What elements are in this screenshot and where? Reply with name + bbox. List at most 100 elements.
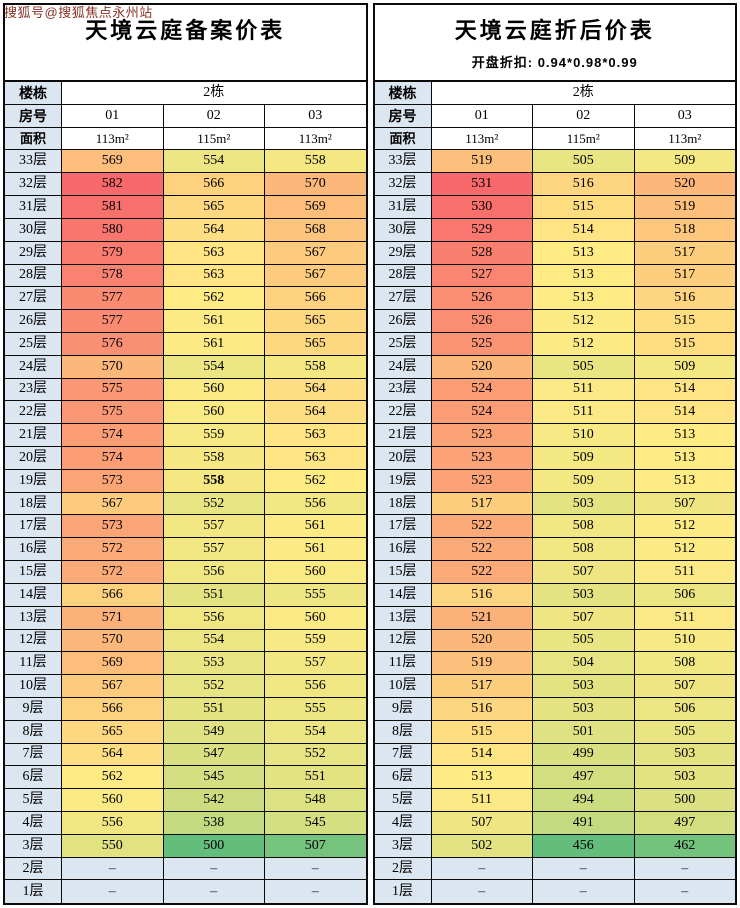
floor-row: 32层 582 566 570: [5, 173, 366, 197]
price-table-listed: 天境云庭备案价表 楼栋 2栋 房号 01 02 03 面积 113m² 115m…: [3, 3, 368, 905]
price-cell: 564: [62, 743, 164, 767]
floor-row: 4层 507 491 497: [374, 812, 735, 835]
floor-row: 26层 526 512 515: [374, 310, 735, 333]
price-cell: 503: [634, 743, 735, 767]
floor-row: 27层 526 513 516: [374, 287, 735, 311]
floor-label: 12层: [5, 629, 62, 653]
table-subtitle: 开盘折扣: 0.94*0.98*0.99: [471, 55, 638, 70]
price-cell: 521: [431, 606, 533, 630]
floor-row: 2层 – – –: [5, 857, 366, 881]
price-cell: 511: [431, 789, 533, 812]
floor-row: 19层 523 509 513: [374, 469, 735, 493]
room-cell: 02: [163, 104, 265, 128]
area-cell: 113m²: [62, 127, 164, 151]
floor-row: 24层 570 554 558: [5, 355, 366, 379]
area-row: 面积 113m² 115m² 113m²: [5, 127, 366, 151]
price-cell: 522: [431, 561, 533, 584]
price-cell: 504: [533, 652, 635, 676]
floor-label: 32层: [374, 173, 432, 197]
price-cell: 558: [163, 469, 265, 493]
room-label-cell: 房号: [374, 104, 432, 128]
floor-row: 15层 522 507 511: [374, 561, 735, 584]
price-cell: 507: [431, 812, 533, 835]
price-cell: 556: [265, 675, 366, 698]
floor-row: 27层 577 562 566: [5, 287, 366, 311]
price-cell: 526: [431, 310, 533, 333]
price-cell: 517: [634, 264, 735, 288]
floor-rows: 33层 569 554 558 32层 582 566 570 31层 581 565 569 30层 5…: [5, 150, 366, 903]
floor-label: 14层: [374, 583, 432, 607]
price-cell: 503: [533, 583, 635, 607]
watermark-text: 搜狐号@搜狐焦点永州站: [4, 5, 153, 20]
floor-row: 5层 511 494 500: [374, 789, 735, 812]
floor-label: 6层: [5, 766, 62, 790]
price-cell: 513: [533, 287, 635, 311]
floor-row: 9层 566 551 555: [5, 697, 366, 721]
price-cell: 511: [634, 561, 735, 584]
floor-label: 25层: [374, 332, 432, 356]
price-cell: 507: [533, 561, 635, 584]
price-cell: 509: [533, 469, 635, 493]
price-cell: 575: [62, 378, 164, 402]
price-cell: 565: [62, 720, 164, 744]
floor-label: 33层: [5, 150, 62, 174]
area-cell: 115m²: [533, 127, 635, 151]
floor-row: 15层 572 556 560: [5, 561, 366, 584]
price-cell: 500: [634, 789, 735, 812]
price-cell: –: [533, 880, 635, 903]
price-cell: 548: [265, 789, 366, 812]
price-cell: 528: [431, 241, 533, 265]
floor-label: 21层: [5, 424, 62, 447]
price-cell: 517: [431, 675, 533, 698]
price-cell: 551: [163, 583, 265, 607]
price-cell: 563: [265, 424, 366, 447]
price-cell: 576: [62, 332, 164, 356]
table-grid: 楼栋 2栋 房号 01 02 03 面积 113m² 115m² 113m² 3…: [374, 82, 735, 903]
price-cell: 581: [62, 196, 164, 219]
price-cell: 514: [533, 218, 635, 242]
price-cell: –: [163, 857, 265, 881]
price-cell: 524: [431, 378, 533, 402]
price-cell: 538: [163, 812, 265, 835]
price-table-discounted: 天境云庭折后价表 开盘折扣: 0.94*0.98*0.99 楼栋 2栋 房号 0…: [372, 3, 737, 905]
building-label-cell: 楼栋: [5, 82, 62, 105]
price-cell: 506: [634, 583, 735, 607]
price-cell: 549: [163, 720, 265, 744]
price-cell: 580: [62, 218, 164, 242]
area-cell: 113m²: [431, 127, 533, 151]
price-cell: 523: [431, 424, 533, 447]
floor-row: 24层 520 505 509: [374, 355, 735, 379]
floor-row: 23层 524 511 514: [374, 378, 735, 402]
floor-label: 5层: [374, 789, 432, 812]
price-cell: 506: [634, 697, 735, 721]
floor-label: 8层: [374, 720, 432, 744]
price-cell: 514: [634, 378, 735, 402]
price-cell: 551: [163, 697, 265, 721]
price-cell: 497: [533, 766, 635, 790]
floor-label: 27层: [5, 287, 62, 311]
price-cell: 503: [634, 766, 735, 790]
price-cell: 570: [62, 629, 164, 653]
floor-row: 10层 517 503 507: [374, 675, 735, 698]
room-label-cell: 房号: [5, 104, 62, 128]
price-cell: 517: [634, 241, 735, 265]
price-cell: 564: [265, 378, 366, 402]
floor-row: 9层 516 503 506: [374, 697, 735, 721]
price-cell: 578: [62, 264, 164, 288]
floor-row: 25层 525 512 515: [374, 332, 735, 356]
floor-label: 2层: [5, 857, 62, 881]
floor-label: 13层: [5, 606, 62, 630]
room-row: 房号 01 02 03: [5, 104, 366, 128]
room-cell: 01: [431, 104, 533, 128]
floor-label: 22层: [5, 401, 62, 425]
floor-label: 31层: [5, 196, 62, 219]
price-cell: 560: [265, 606, 366, 630]
price-cell: 530: [431, 196, 533, 219]
room-cell: 01: [62, 104, 164, 128]
floor-row: 3层 550 500 507: [5, 834, 366, 858]
floor-label: 27层: [374, 287, 432, 311]
table-header: 天境云庭折后价表 开盘折扣: 0.94*0.98*0.99: [374, 5, 735, 82]
price-cell: 556: [163, 606, 265, 630]
price-cell: 502: [431, 834, 533, 858]
price-cell: 559: [265, 629, 366, 653]
